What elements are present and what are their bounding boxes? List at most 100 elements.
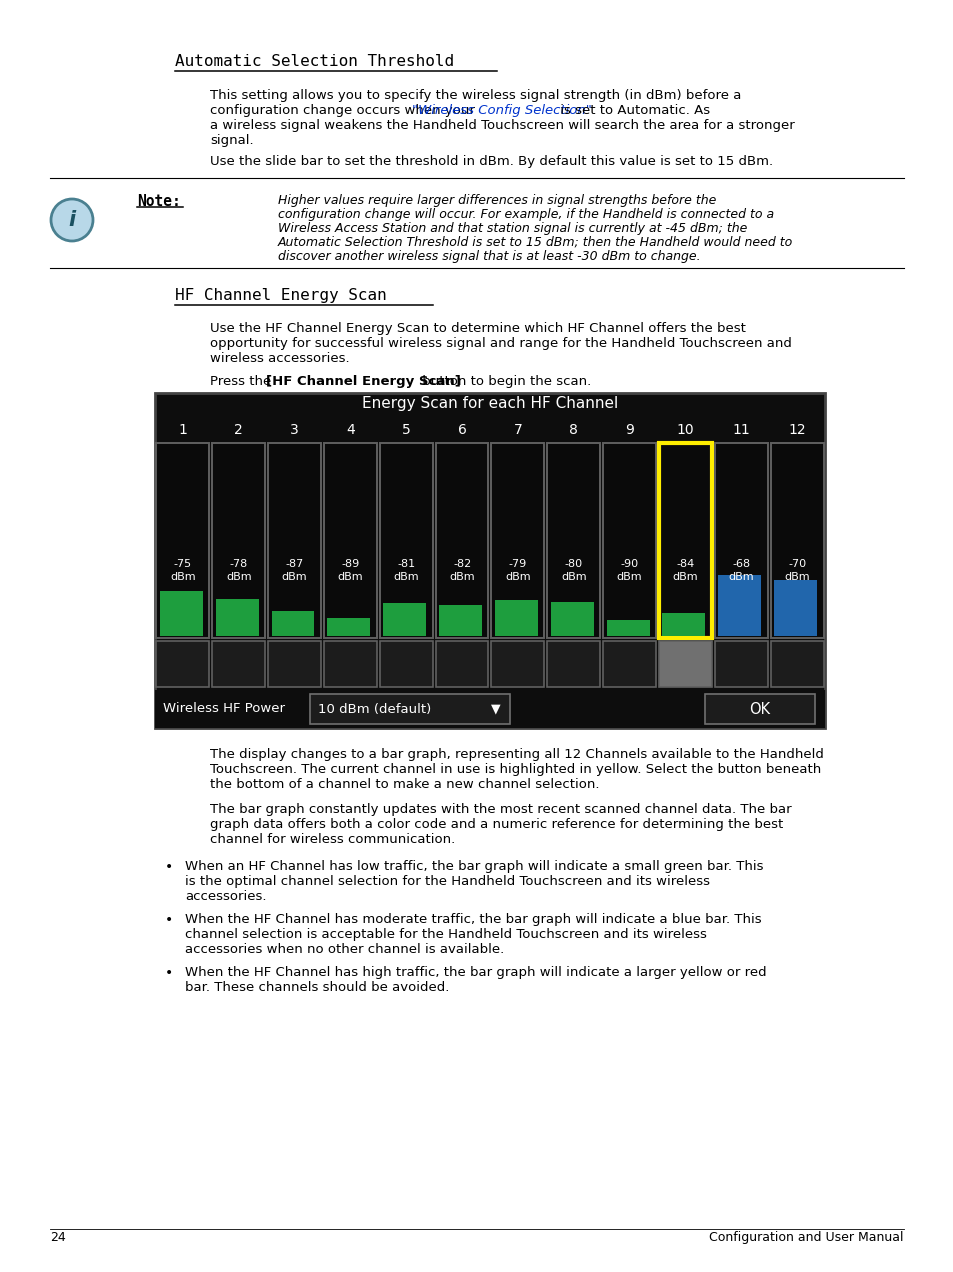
- Text: 8: 8: [569, 424, 578, 438]
- Bar: [550, 602, 593, 636]
- Text: dBm: dBm: [617, 572, 641, 581]
- Text: dBm: dBm: [449, 572, 475, 581]
- Text: Energy Scan for each HF Channel: Energy Scan for each HF Channel: [361, 396, 618, 411]
- Text: accessories when no other channel is available.: accessories when no other channel is ava…: [185, 943, 504, 957]
- Bar: [602, 641, 656, 687]
- Text: "Wireless Config Selection": "Wireless Config Selection": [412, 104, 592, 117]
- Bar: [495, 600, 537, 636]
- Text: dBm: dBm: [504, 572, 530, 581]
- Bar: [773, 580, 816, 636]
- Bar: [324, 641, 376, 687]
- Text: channel for wireless communication.: channel for wireless communication.: [210, 833, 455, 846]
- Bar: [213, 641, 265, 687]
- Text: graph data offers both a color code and a numeric reference for determining the : graph data offers both a color code and …: [210, 818, 782, 831]
- Text: 11: 11: [732, 424, 749, 438]
- Bar: [154, 689, 824, 728]
- Text: OK: OK: [749, 701, 770, 716]
- Bar: [547, 641, 599, 687]
- Text: -70: -70: [787, 558, 805, 569]
- Text: Automatic Selection Threshold is set to 15 dBm; then the Handheld would need to: Automatic Selection Threshold is set to …: [277, 237, 792, 249]
- Text: [HF Channel Energy Scan]: [HF Channel Energy Scan]: [266, 375, 460, 388]
- Bar: [213, 443, 265, 639]
- Bar: [602, 443, 656, 639]
- Bar: [156, 443, 209, 639]
- Bar: [324, 443, 376, 639]
- Bar: [215, 599, 258, 636]
- Bar: [310, 695, 510, 724]
- Bar: [160, 591, 203, 636]
- Circle shape: [51, 198, 92, 240]
- Text: Automatic Selection Threshold: Automatic Selection Threshold: [174, 53, 454, 69]
- Text: 4: 4: [346, 424, 355, 438]
- Text: -84: -84: [676, 558, 694, 569]
- Text: signal.: signal.: [210, 134, 253, 148]
- Bar: [718, 575, 760, 636]
- Text: accessories.: accessories.: [185, 890, 266, 903]
- Text: dBm: dBm: [281, 572, 307, 581]
- Text: •: •: [165, 860, 173, 874]
- Text: ▼: ▼: [491, 702, 500, 715]
- Bar: [154, 393, 824, 728]
- Text: This setting allows you to specify the wireless signal strength (in dBm) before : This setting allows you to specify the w…: [210, 89, 740, 102]
- Text: -80: -80: [564, 558, 582, 569]
- Text: Press the: Press the: [210, 375, 275, 388]
- Text: When an HF Channel has low traffic, the bar graph will indicate a small green ba: When an HF Channel has low traffic, the …: [185, 860, 762, 873]
- Text: wireless accessories.: wireless accessories.: [210, 352, 349, 365]
- Bar: [714, 641, 767, 687]
- Bar: [379, 443, 433, 639]
- Text: dBm: dBm: [783, 572, 809, 581]
- Text: HF Channel Energy Scan: HF Channel Energy Scan: [174, 287, 386, 303]
- Bar: [436, 641, 488, 687]
- Text: 10 dBm (default): 10 dBm (default): [317, 702, 431, 715]
- Text: -82: -82: [453, 558, 471, 569]
- Bar: [438, 605, 481, 636]
- Bar: [659, 443, 711, 639]
- Text: -89: -89: [341, 558, 359, 569]
- Text: Touchscreen. The current channel in use is highlighted in yellow. Select the but: Touchscreen. The current channel in use …: [210, 763, 821, 776]
- Text: 2: 2: [234, 424, 243, 438]
- Text: 1: 1: [178, 424, 187, 438]
- Bar: [491, 443, 544, 639]
- Bar: [268, 641, 320, 687]
- Text: -87: -87: [285, 558, 303, 569]
- Text: dBm: dBm: [560, 572, 586, 581]
- Text: 5: 5: [401, 424, 410, 438]
- Bar: [491, 641, 544, 687]
- Text: 10: 10: [676, 424, 694, 438]
- Text: -79: -79: [508, 558, 526, 569]
- Bar: [327, 618, 370, 636]
- Bar: [661, 613, 704, 636]
- Bar: [704, 695, 814, 724]
- Bar: [659, 443, 711, 639]
- Text: Note:: Note:: [137, 195, 180, 209]
- Text: is set to Automatic. As: is set to Automatic. As: [556, 104, 709, 117]
- Text: i: i: [69, 210, 75, 230]
- Text: channel selection is acceptable for the Handheld Touchscreen and its wireless: channel selection is acceptable for the …: [185, 929, 706, 941]
- Text: button to begin the scan.: button to begin the scan.: [417, 375, 591, 388]
- Text: Wireless HF Power: Wireless HF Power: [163, 702, 285, 715]
- Text: When the HF Channel has high traffic, the bar graph will indicate a larger yello: When the HF Channel has high traffic, th…: [185, 965, 766, 979]
- Text: -78: -78: [230, 558, 248, 569]
- Bar: [770, 641, 822, 687]
- Text: 7: 7: [513, 424, 521, 438]
- Text: •: •: [165, 913, 173, 927]
- Text: 24: 24: [50, 1231, 66, 1244]
- Text: dBm: dBm: [337, 572, 363, 581]
- Text: dBm: dBm: [170, 572, 195, 581]
- Text: dBm: dBm: [393, 572, 418, 581]
- Text: 6: 6: [457, 424, 466, 438]
- Bar: [659, 641, 711, 687]
- Text: Use the slide bar to set the threshold in dBm. By default this value is set to 1: Use the slide bar to set the threshold i…: [210, 155, 772, 168]
- Text: •: •: [165, 965, 173, 979]
- Bar: [272, 612, 314, 636]
- Text: 12: 12: [787, 424, 805, 438]
- Text: -90: -90: [619, 558, 638, 569]
- Text: configuration change occurs when your: configuration change occurs when your: [210, 104, 478, 117]
- Text: When the HF Channel has moderate traffic, the bar graph will indicate a blue bar: When the HF Channel has moderate traffic…: [185, 913, 760, 926]
- Text: 9: 9: [624, 424, 634, 438]
- Text: opportunity for successful wireless signal and range for the Handheld Touchscree: opportunity for successful wireless sign…: [210, 337, 791, 350]
- Text: Use the HF Channel Energy Scan to determine which HF Channel offers the best: Use the HF Channel Energy Scan to determ…: [210, 322, 745, 335]
- Bar: [156, 641, 209, 687]
- Bar: [379, 641, 433, 687]
- Text: The bar graph constantly updates with the most recent scanned channel data. The : The bar graph constantly updates with th…: [210, 803, 791, 817]
